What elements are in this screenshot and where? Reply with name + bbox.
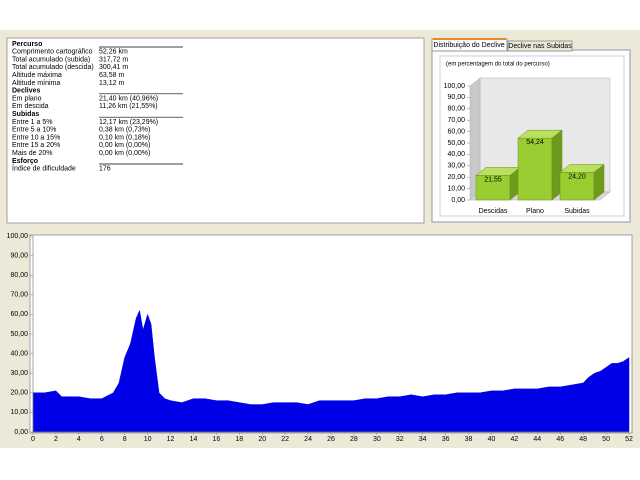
- x-tick-label: 32: [396, 436, 404, 443]
- x-tick-label: 18: [235, 436, 243, 443]
- x-tick-label: 48: [579, 436, 587, 443]
- row-value: 63,58 m: [99, 72, 124, 79]
- row-label: Entre 15 a 20%: [12, 142, 60, 149]
- row-value: 300,41 m: [99, 64, 128, 71]
- y-tick-label: 50,00: [447, 140, 465, 147]
- x-tick-label: 42: [510, 436, 518, 443]
- y-tick-label: 70,00: [10, 292, 28, 299]
- y-tick-label: 100,00: [444, 83, 466, 90]
- row-value: 52,26 km: [99, 49, 128, 56]
- row-value: 317,72 m: [99, 56, 128, 63]
- data-label: 21,55: [484, 176, 502, 183]
- y-tick-label: 0,00: [14, 429, 28, 436]
- row-label: Mais de 20%: [12, 150, 52, 157]
- section-title: Esforço: [12, 158, 38, 165]
- tab-label[interactable]: Declive nas Subidas: [508, 43, 572, 50]
- y-tick-label: 0,00: [451, 197, 465, 204]
- y-tick-label: 40,00: [447, 151, 465, 158]
- x-tick-label: 24: [304, 436, 312, 443]
- row-value: 21,40 km (40,96%): [99, 95, 158, 102]
- row-label: Índice de dificuldade: [12, 164, 76, 173]
- x-tick-label: 20: [258, 436, 266, 443]
- x-tick-label: 16: [212, 436, 220, 443]
- y-tick-label: 40,00: [10, 350, 28, 357]
- row-label: Total acumulado (subida): [12, 56, 90, 63]
- x-tick-label: Subidas: [564, 208, 590, 215]
- x-tick-label: 34: [419, 436, 427, 443]
- row-label: Entre 1 a 5%: [12, 119, 52, 126]
- row-label: Comprimento cartográfico: [12, 49, 93, 56]
- row-value: 176: [99, 166, 111, 173]
- x-tick-label: 12: [167, 436, 175, 443]
- y-tick-label: 60,00: [447, 128, 465, 135]
- x-tick-label: 52: [625, 436, 633, 443]
- x-tick-label: Plano: [526, 208, 544, 215]
- data-label: 24,20: [568, 173, 586, 180]
- x-tick-label: 44: [533, 436, 541, 443]
- x-tick-label: 4: [77, 436, 81, 443]
- x-tick-label: 38: [465, 436, 473, 443]
- x-tick-label: 14: [190, 436, 198, 443]
- x-tick-label: 28: [350, 436, 358, 443]
- row-label: Altitude mínima: [12, 80, 60, 87]
- y-tick-label: 100,00: [7, 233, 29, 240]
- y-tick-label: 10,00: [447, 185, 465, 192]
- tab[interactable]: [507, 40, 573, 52]
- y-tick-label: 30,00: [447, 163, 465, 170]
- tab-label[interactable]: Distribuição do Declive: [433, 42, 504, 49]
- y-tick-label: 60,00: [10, 311, 28, 318]
- data-label: 54,24: [526, 139, 544, 146]
- x-tick-label: 40: [488, 436, 496, 443]
- x-tick-label: 10: [144, 436, 152, 443]
- x-tick-label: Descidas: [479, 208, 508, 215]
- x-tick-label: 0: [31, 436, 35, 443]
- y-tick-label: 70,00: [447, 117, 465, 124]
- bar: [475, 175, 511, 201]
- row-value: 12,17 km (23,29%): [99, 119, 158, 126]
- row-label: Entre 10 a 15%: [12, 134, 60, 141]
- x-tick-label: 22: [281, 436, 289, 443]
- x-tick-label: 30: [373, 436, 381, 443]
- chart-subtitle: (em percentagem do total do percurso): [446, 62, 550, 68]
- row-value: 13,12 m: [99, 80, 124, 87]
- y-tick-label: 80,00: [10, 272, 28, 279]
- row-value: 0,00 km (0,00%): [99, 142, 150, 149]
- x-tick-label: 6: [100, 436, 104, 443]
- x-tick-label: 8: [123, 436, 127, 443]
- row-label: Entre 5 a 10%: [12, 127, 56, 134]
- row-label: Em plano: [12, 95, 42, 102]
- row-label: Em descida: [12, 103, 49, 110]
- row-value: 0,00 km (0,00%): [99, 150, 150, 157]
- y-tick-label: 20,00: [447, 174, 465, 181]
- row-value: 11,26 km (21,55%): [99, 103, 158, 110]
- bar-side: [593, 163, 605, 201]
- y-tick-label: 90,00: [447, 94, 465, 101]
- section-title: Percurso: [12, 41, 42, 48]
- x-tick-label: 46: [556, 436, 564, 443]
- y-tick-label: 50,00: [10, 331, 28, 338]
- row-label: Total acumulado (descida): [12, 64, 94, 71]
- x-tick-label: 2: [54, 436, 58, 443]
- y-tick-label: 10,00: [10, 409, 28, 416]
- row-value: 0,10 km (0,18%): [99, 134, 150, 141]
- x-tick-label: 26: [327, 436, 335, 443]
- section-title: Subidas: [12, 111, 39, 118]
- x-tick-label: 36: [442, 436, 450, 443]
- y-tick-label: 90,00: [10, 252, 28, 259]
- x-tick-label: 50: [602, 436, 610, 443]
- y-tick-label: 80,00: [447, 106, 465, 113]
- y-tick-label: 30,00: [10, 370, 28, 377]
- row-label: Altitude máxima: [12, 72, 62, 79]
- area: [32, 309, 630, 433]
- section-title: Declives: [12, 88, 41, 95]
- y-tick-label: 20,00: [10, 390, 28, 397]
- summary-panel: [6, 37, 425, 224]
- bar: [517, 137, 553, 201]
- bar: [559, 172, 595, 201]
- row-value: 0,38 km (0,73%): [99, 127, 150, 134]
